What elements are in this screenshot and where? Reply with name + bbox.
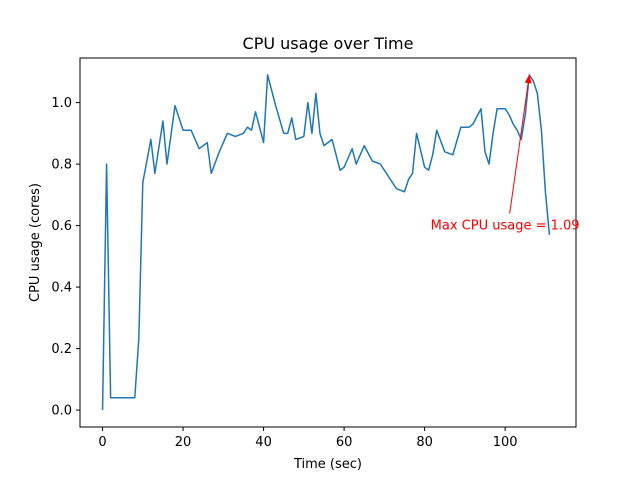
x-tick-label: 40: [255, 435, 272, 450]
y-axis: 0.0 0.2 0.4 0.6 0.8 1.0: [51, 96, 80, 419]
y-tick-label: 0.6: [51, 219, 72, 234]
x-axis-label: Time (sec): [293, 457, 362, 472]
plot-frame: [79, 57, 577, 428]
annotation-arrow-shaft: [509, 82, 529, 214]
y-axis-label: CPU usage (cores): [28, 183, 43, 302]
x-tick-label: 60: [336, 435, 353, 450]
plot-area: [101, 74, 551, 411]
y-tick-label: 0.2: [51, 342, 72, 357]
y-tick-label: 0.8: [51, 158, 72, 173]
series-line-cpu-usage: [101, 74, 551, 411]
x-tick-label: 80: [416, 435, 433, 450]
y-tick-label: 0.0: [51, 404, 72, 419]
x-axis: 0 20 40 60 80 100: [98, 427, 518, 450]
annotation: Max CPU usage = 1.09: [431, 74, 580, 234]
annotation-arrow-head: [524, 74, 532, 84]
x-tick-label: 100: [493, 435, 518, 450]
y-tick-label: 0.4: [51, 281, 72, 296]
x-tick-label: 0: [98, 435, 106, 450]
chart-title: CPU usage over Time: [243, 34, 414, 53]
annotation-label: Max CPU usage = 1.09: [431, 219, 580, 234]
y-tick-label: 1.0: [51, 96, 72, 111]
x-tick-label: 20: [175, 435, 192, 450]
